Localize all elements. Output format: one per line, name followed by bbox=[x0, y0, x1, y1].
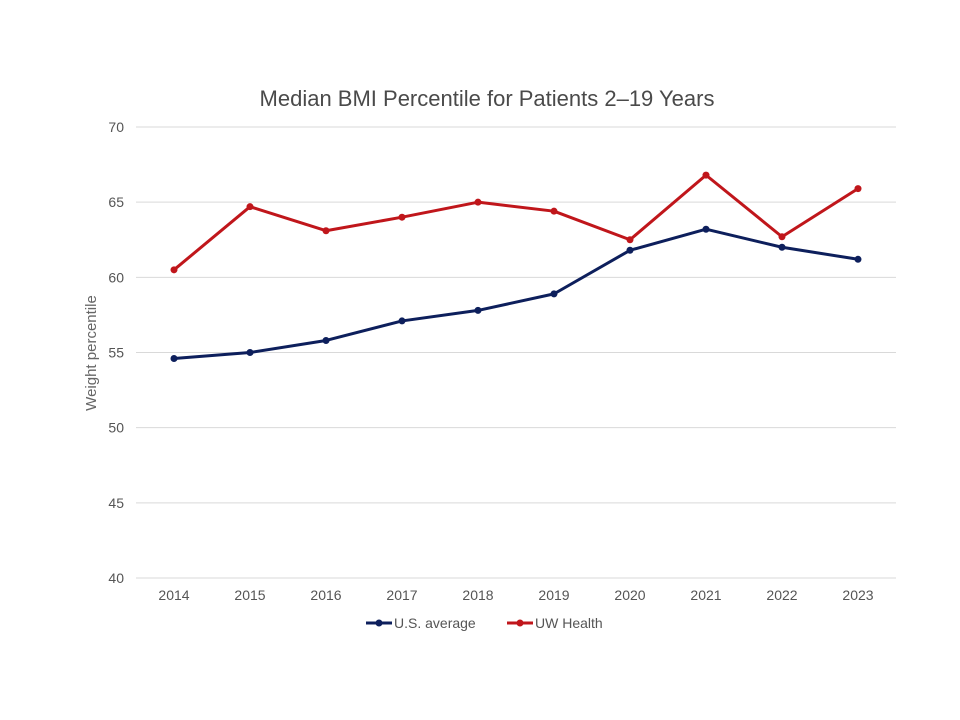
y-axis-label: Weight percentile bbox=[83, 295, 100, 411]
data-point-uw-health-2019 bbox=[550, 207, 558, 215]
x-tick-label: 2017 bbox=[386, 587, 417, 603]
series-line-uw-health bbox=[172, 173, 860, 272]
data-point-u-s-average-2018 bbox=[474, 306, 482, 314]
data-point-uw-health-2014 bbox=[170, 266, 178, 274]
data-point-u-s-average-2021 bbox=[702, 225, 710, 233]
chart-title: Median BMI Percentile for Patients 2–19 … bbox=[260, 86, 715, 111]
y-tick-label: 55 bbox=[108, 345, 124, 361]
y-tick-label: 65 bbox=[108, 194, 124, 210]
data-point-uw-health-2015 bbox=[246, 203, 254, 211]
legend-marker bbox=[516, 619, 524, 627]
x-tick-label: 2020 bbox=[614, 587, 645, 603]
legend-label: UW Health bbox=[535, 615, 603, 631]
y-tick-label: 45 bbox=[108, 495, 124, 511]
y-tick-label: 40 bbox=[108, 570, 124, 586]
data-point-uw-health-2017 bbox=[398, 213, 406, 221]
series-u-s-average bbox=[170, 225, 862, 363]
data-point-uw-health-2016 bbox=[322, 227, 330, 235]
x-tick-label: 2014 bbox=[158, 587, 189, 603]
x-tick-label: 2022 bbox=[766, 587, 797, 603]
data-point-uw-health-2020 bbox=[626, 236, 634, 244]
x-axis-ticks: 2014 2015 2016 2017 2018 2019 2020 2021 2022 2023 bbox=[158, 587, 873, 603]
y-tick-label: 60 bbox=[108, 269, 124, 285]
legend-item-u-s-average: U.S. average bbox=[366, 615, 476, 631]
x-tick-label: 2023 bbox=[842, 587, 873, 603]
data-point-u-s-average-2019 bbox=[550, 290, 558, 298]
y-axis-ticks: 40 45 50 55 60 65 70 bbox=[108, 119, 124, 586]
data-point-uw-health-2022 bbox=[778, 233, 786, 241]
data-point-u-s-average-2023 bbox=[854, 255, 862, 263]
legend-item-uw-health: UW Health bbox=[507, 615, 603, 631]
legend: U.S. average UW Health bbox=[366, 615, 603, 631]
x-tick-label: 2016 bbox=[310, 587, 341, 603]
data-point-uw-health-2021 bbox=[702, 171, 710, 179]
y-tick-label: 70 bbox=[108, 119, 124, 135]
x-tick-label: 2018 bbox=[462, 587, 493, 603]
x-tick-label: 2015 bbox=[234, 587, 265, 603]
x-tick-label: 2021 bbox=[690, 587, 721, 603]
series-uw-health bbox=[170, 171, 862, 274]
data-point-u-s-average-2014 bbox=[170, 355, 178, 363]
data-point-uw-health-2023 bbox=[854, 185, 862, 193]
y-tick-label: 50 bbox=[108, 420, 124, 436]
data-point-uw-health-2018 bbox=[474, 198, 482, 206]
series-lines bbox=[170, 171, 862, 363]
legend-label: U.S. average bbox=[394, 615, 476, 631]
data-point-u-s-average-2022 bbox=[778, 243, 786, 251]
gridlines bbox=[136, 126, 896, 579]
legend-marker bbox=[375, 619, 383, 627]
data-point-u-s-average-2020 bbox=[626, 246, 634, 254]
data-point-u-s-average-2015 bbox=[246, 349, 254, 356]
series-line-u-s-average bbox=[172, 227, 860, 361]
data-point-u-s-average-2016 bbox=[322, 336, 330, 344]
data-point-u-s-average-2017 bbox=[398, 317, 406, 325]
x-tick-label: 2019 bbox=[538, 587, 569, 603]
